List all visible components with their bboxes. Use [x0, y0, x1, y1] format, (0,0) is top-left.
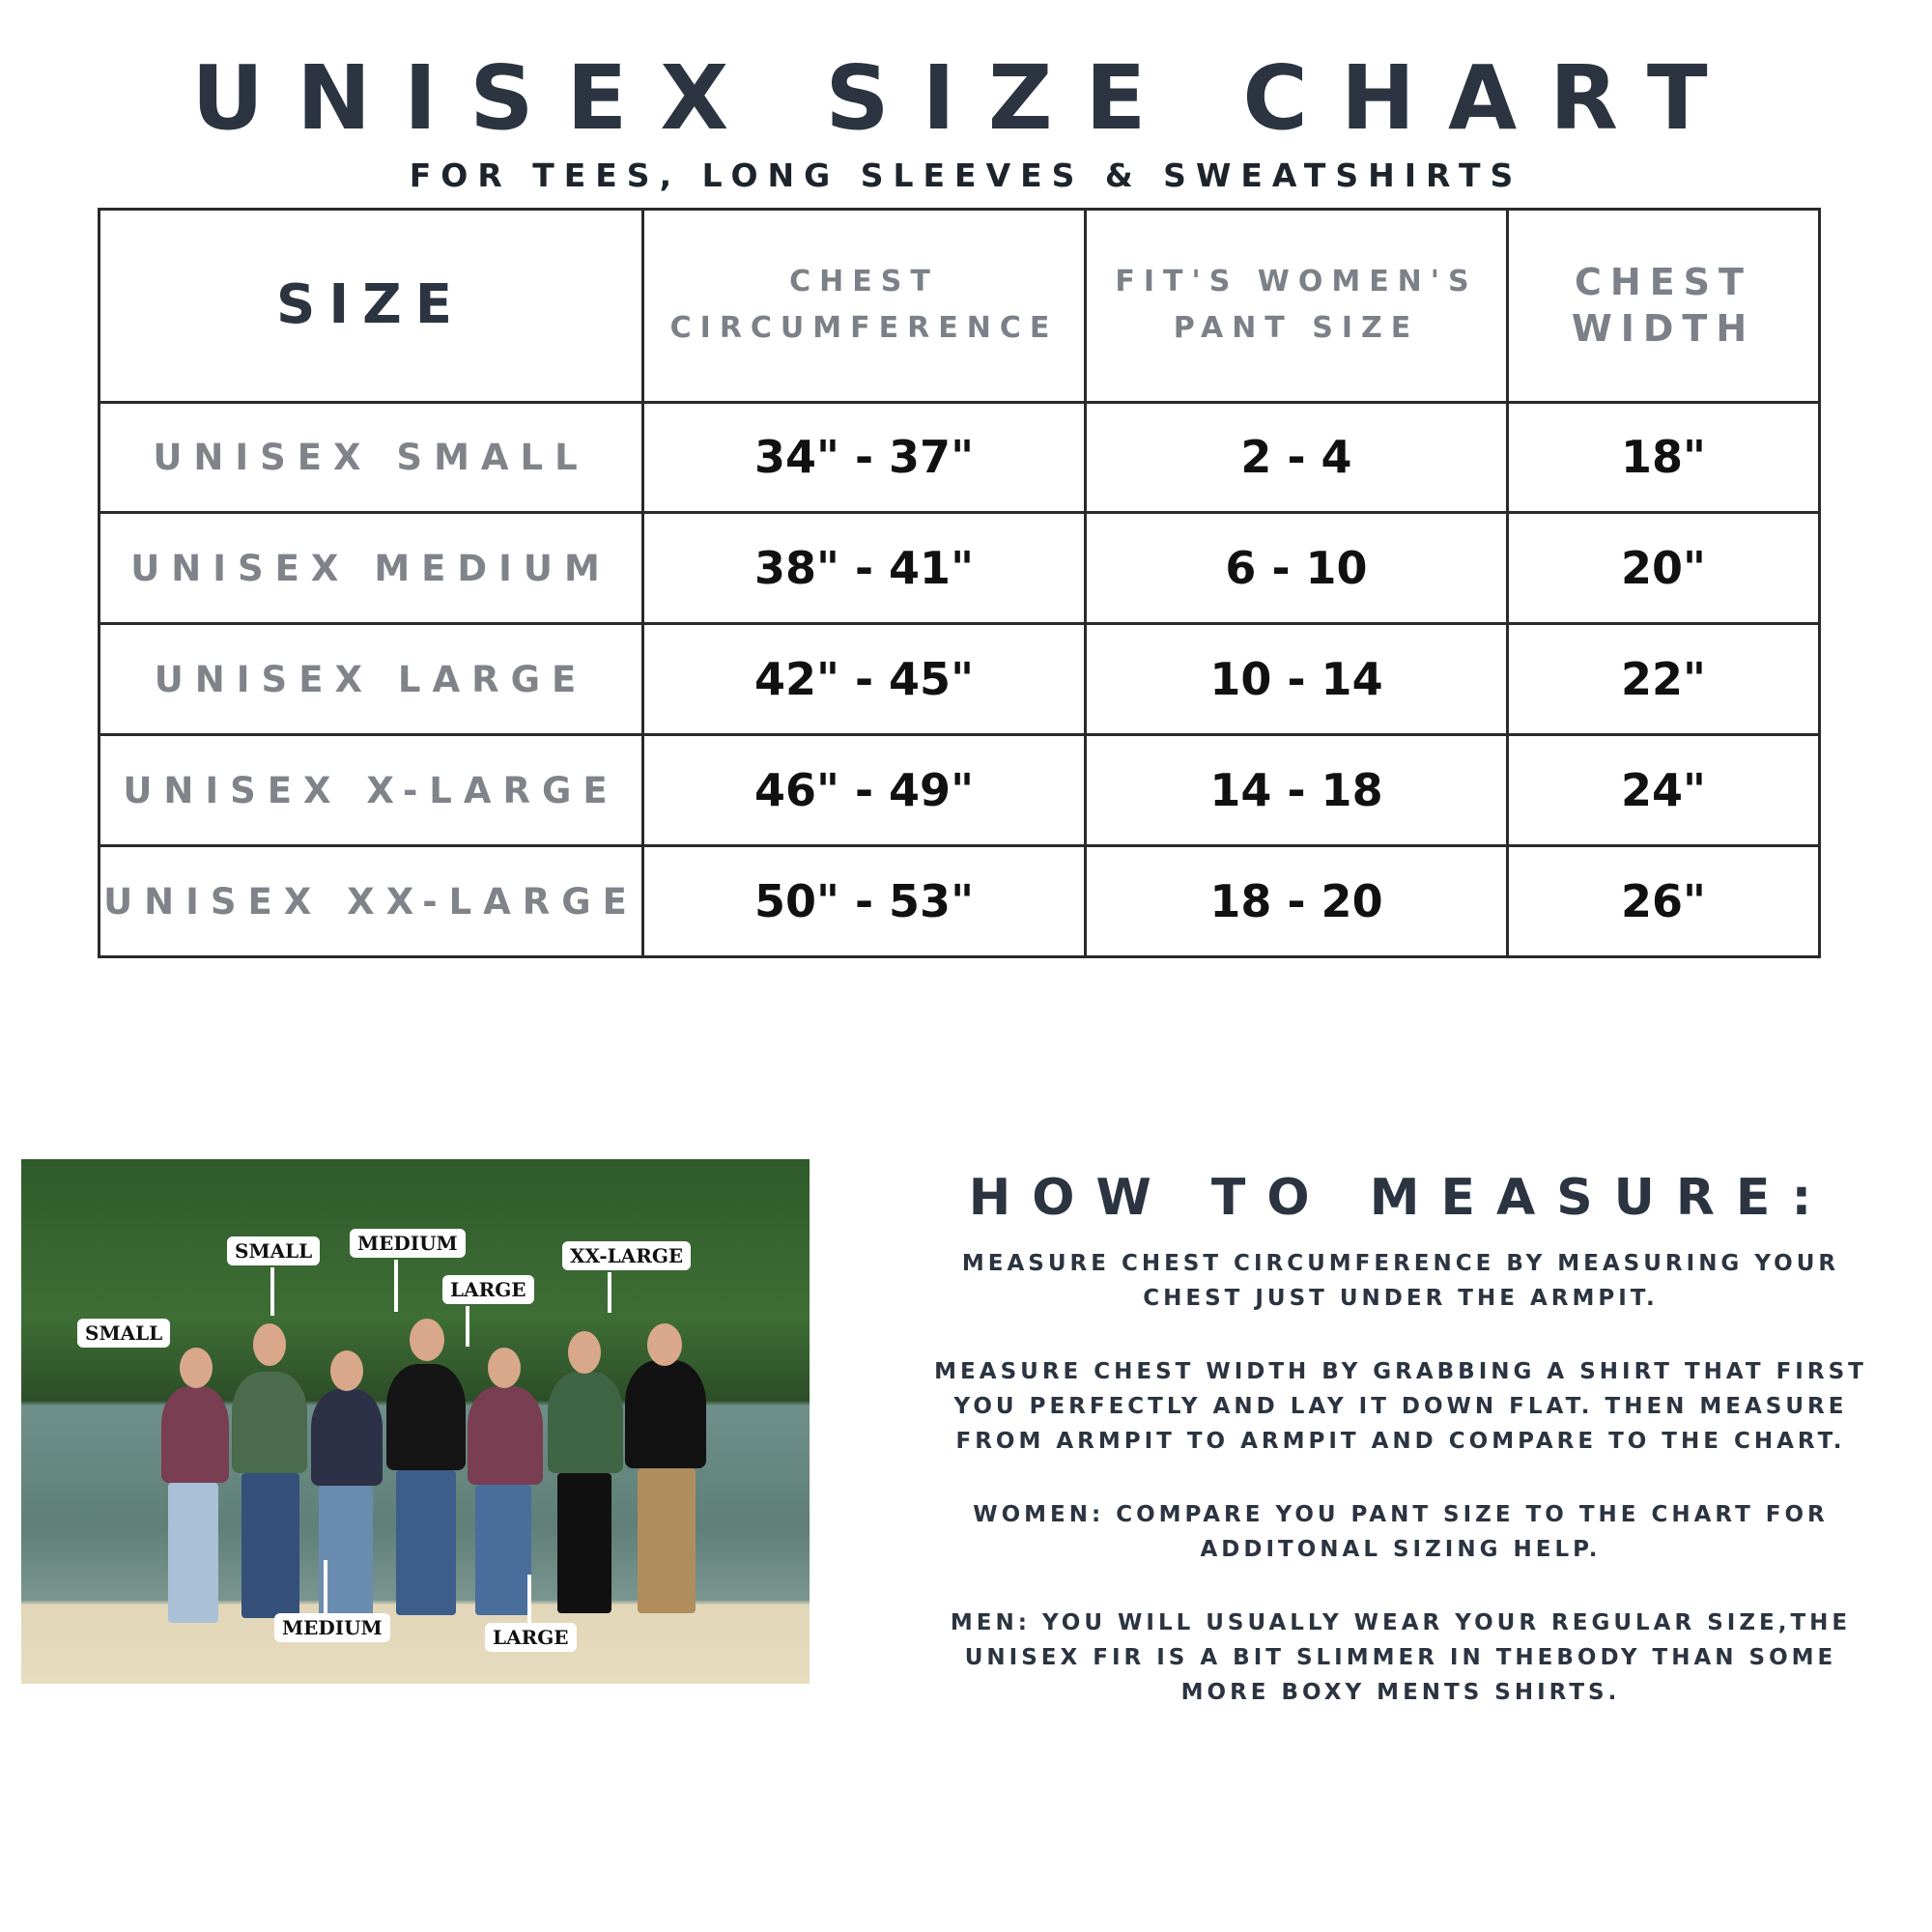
chest-circumference: 34" - 37" [641, 400, 1087, 515]
paragraph-line: YOU PERFECTLY AND LAY IT DOWN FLAT. THEN… [953, 1394, 1848, 1419]
person-shirt [232, 1372, 307, 1473]
table-row: UNISEX MEDIUM 38" - 41" 6 - 10 20" [98, 511, 1821, 626]
person-legs [557, 1473, 611, 1613]
person-head [253, 1323, 286, 1366]
paragraph-line: MEASURE CHEST WIDTH BY GRABBING A SHIRT … [934, 1359, 1867, 1384]
paragraph-line: WOMEN: COMPARE YOU PANT SIZE TO THE CHAR… [973, 1502, 1829, 1527]
how-to-measure-body: MEASURE CHEST CIRCUMFERENCE BY MEASURING… [850, 1246, 1932, 1710]
paragraph-line: MORE BOXY MENTS SHIRTS. [1180, 1680, 1621, 1705]
size-tag: MEDIUM [350, 1229, 466, 1258]
paragraph-line: MEN: YOU WILL USUALLY WEAR YOUR REGULAR … [950, 1610, 1852, 1635]
paragraph-line: FROM ARMPIT TO ARMPIT AND COMPARE TO THE… [955, 1429, 1846, 1454]
paragraph-line: CHEST JUST UNDER THE ARMPIT. [1143, 1286, 1659, 1311]
pant-size: 14 - 18 [1084, 733, 1509, 848]
table-row: UNISEX XX-LARGE 50" - 53" 18 - 20 26" [98, 844, 1821, 958]
arrow-icon [466, 1306, 469, 1347]
pant-size: 6 - 10 [1084, 511, 1509, 626]
how-to-measure-paragraph: MEN: YOU WILL USUALLY WEAR YOUR REGULAR … [850, 1605, 1932, 1710]
size-label: UNISEX XX-LARGE [98, 844, 644, 958]
chest-circumference: 50" - 53" [641, 844, 1087, 958]
person-legs [475, 1485, 531, 1615]
arrow-icon [527, 1575, 531, 1623]
person-legs [168, 1483, 218, 1623]
size-tag: SMALL [227, 1236, 321, 1265]
person-legs [319, 1486, 373, 1621]
arrow-icon [608, 1272, 611, 1313]
size-tag: LARGE [485, 1623, 577, 1652]
arrow-icon [394, 1260, 398, 1312]
paragraph-line: ADDITONAL SIZING HELP. [1200, 1537, 1602, 1562]
paragraph-line: UNISEX FIR IS A BIT SLIMMER IN THEBODY T… [964, 1645, 1837, 1670]
header-size: SIZE [98, 208, 644, 404]
table-row: UNISEX SMALL 34" - 37" 2 - 4 18" [98, 400, 1821, 515]
size-tag: XX-LARGE [562, 1241, 692, 1270]
size-label: UNISEX SMALL [98, 400, 644, 515]
model-size-photo: SMALL SMALL MEDIUM LARGE XX-LARGE MEDIUM… [21, 1159, 810, 1684]
person-head [488, 1348, 521, 1388]
pant-size: 2 - 4 [1084, 400, 1509, 515]
person-legs [396, 1470, 456, 1615]
chest-circumference: 46" - 49" [641, 733, 1087, 848]
table-header-row: SIZE CHEST CIRCUMFERENCE FIT'S WOMEN'S P… [98, 208, 1821, 404]
size-tag: MEDIUM [274, 1613, 390, 1642]
chest-width: 24" [1506, 733, 1821, 848]
person-shirt [161, 1386, 229, 1483]
how-to-measure-paragraph: WOMEN: COMPARE YOU PANT SIZE TO THE CHAR… [850, 1497, 1932, 1567]
person-shirt [625, 1360, 706, 1468]
chest-width: 26" [1506, 844, 1821, 958]
table-row: UNISEX X-LARGE 46" - 49" 14 - 18 24" [98, 733, 1821, 848]
header-pant-size: FIT'S WOMEN'S PANT SIZE [1084, 208, 1509, 404]
size-label: UNISEX LARGE [98, 622, 644, 737]
how-to-measure-heading: HOW TO MEASURE: [968, 1169, 1833, 1227]
size-tag: LARGE [442, 1275, 534, 1304]
size-label: UNISEX X-LARGE [98, 733, 644, 848]
chest-width: 22" [1506, 622, 1821, 737]
arrow-icon [270, 1267, 274, 1316]
person-shirt [548, 1372, 623, 1473]
person-head [568, 1331, 601, 1374]
person-legs [242, 1473, 299, 1618]
size-chart-table: SIZE CHEST CIRCUMFERENCE FIT'S WOMEN'S P… [98, 208, 1821, 958]
person-head [180, 1348, 213, 1388]
page-title: UNISEX SIZE CHART [191, 46, 1741, 150]
chest-circumference: 42" - 45" [641, 622, 1087, 737]
arrow-icon [324, 1560, 327, 1613]
pant-size: 10 - 14 [1084, 622, 1509, 737]
person-shirt [468, 1386, 543, 1485]
table-row: UNISEX LARGE 42" - 45" 10 - 14 22" [98, 622, 1821, 737]
size-label: UNISEX MEDIUM [98, 511, 644, 626]
pant-size: 18 - 20 [1084, 844, 1509, 958]
chest-width: 18" [1506, 400, 1821, 515]
paragraph-line: MEASURE CHEST CIRCUMFERENCE BY MEASURING… [961, 1251, 1840, 1276]
how-to-measure-paragraph: MEASURE CHEST WIDTH BY GRABBING A SHIRT … [850, 1354, 1932, 1459]
chest-width: 20" [1506, 511, 1821, 626]
chest-circumference: 38" - 41" [641, 511, 1087, 626]
person-head [410, 1319, 444, 1361]
size-tag: SMALL [77, 1319, 171, 1348]
person-shirt [386, 1364, 466, 1470]
header-chest-circumference: CHEST CIRCUMFERENCE [641, 208, 1087, 404]
page-subtitle: FOR TEES, LONG SLEEVES & SWEATSHIRTS [409, 156, 1523, 194]
person-legs [638, 1468, 696, 1613]
person-head [647, 1323, 682, 1366]
header-chest-width: CHEST WIDTH [1506, 208, 1821, 404]
how-to-measure-paragraph: MEASURE CHEST CIRCUMFERENCE BY MEASURING… [850, 1246, 1932, 1316]
person-head [330, 1350, 363, 1391]
person-shirt [311, 1389, 383, 1486]
